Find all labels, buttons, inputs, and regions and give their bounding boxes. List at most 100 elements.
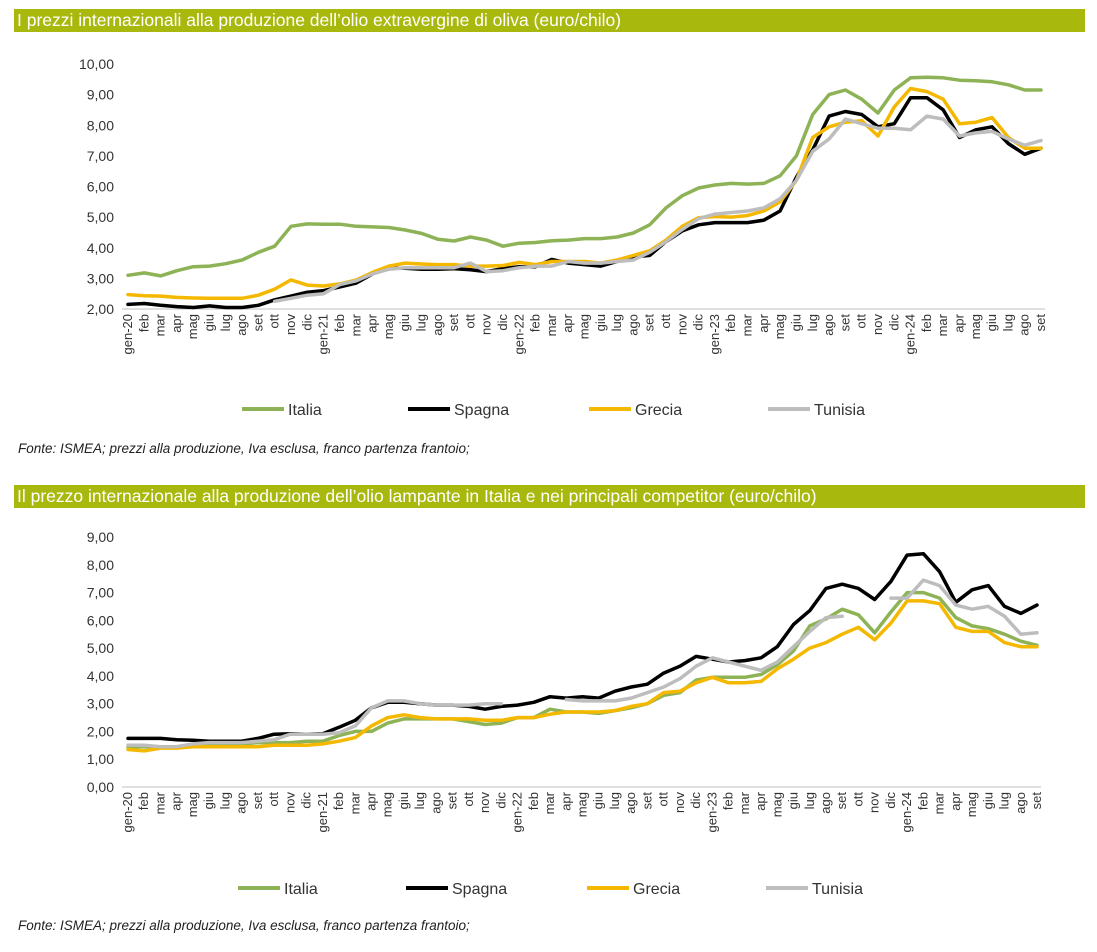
chart2-x-tick-label: nov (282, 792, 297, 813)
chart2-legend-label-tunisia: Tunisia (812, 881, 863, 898)
chart2-y-tick-label: 3,00 (87, 696, 114, 712)
chart1-x-tick-label: lug (805, 314, 820, 331)
chart1-x-tick-label: mag (577, 314, 592, 339)
chart2-y-tick-label: 5,00 (87, 640, 114, 656)
chart2-x-tick-label: ago (623, 792, 638, 814)
chart2-x-tick-label: lug (412, 792, 427, 809)
chart1-x-tick-label: giu (984, 314, 999, 331)
chart2-y-tick-label: 1,00 (87, 751, 114, 767)
chart2-x-tick-label: mag (185, 792, 200, 817)
chart2-series-tunisia (564, 614, 844, 703)
chart2-x-tick-label: apr (948, 791, 963, 810)
chart1-x-tick-label: ott (854, 314, 869, 329)
chart2-x-tick-label: ago (428, 792, 443, 814)
chart2-plot: 0,00 1,00 2,00 3,00 4,00 5,00 6,00 7,00 8,00 9,00… (87, 529, 1044, 898)
chart1-y-tick-label: 10,00 (79, 56, 114, 72)
chart2-legend-label-italia: Italia (284, 881, 318, 898)
chart2-x-tick-label: feb (136, 792, 151, 810)
chart2-x-tick-label: lug (217, 792, 232, 809)
chart2-x-tick-label: ott (656, 792, 671, 807)
chart1-x-tick-label: lug (1000, 314, 1015, 331)
chart1-y-tick-label: 6,00 (87, 179, 114, 195)
chart2-x-tick-label: apr (753, 791, 768, 810)
chart1-legend-label-spagna: Spagna (454, 402, 509, 419)
chart2-x-tick-label: gen-20 (120, 792, 135, 832)
chart2-x-tick-label: dic (883, 792, 898, 809)
chart2-y-tick-label: 4,00 (87, 668, 114, 684)
chart1-x-tick-label: mag (968, 314, 983, 339)
chart2-x-tick-label: ago (1013, 792, 1028, 814)
chart1-x-tick-label: dic (886, 314, 901, 331)
chart1-x-tick-label: giu (397, 314, 412, 331)
chart2-title: Il prezzo internazionale alla produzione… (14, 485, 1085, 508)
chart1-x-tick-label: feb (136, 314, 151, 332)
chart1-series-italia (126, 75, 1043, 278)
chart2-x-tick-label: mar (542, 791, 557, 814)
chart1-x-tick-label: mar (153, 313, 168, 336)
chart1-x-tick-label: apr (560, 313, 575, 332)
chart2-x-tick-label: giu (786, 792, 801, 809)
chart1-y-tick-label: 9,00 (87, 87, 114, 103)
chart1-y-tick-label: 8,00 (87, 117, 114, 133)
chart1-x-tick-label: apr (169, 313, 184, 332)
chart2-x-tick-label: lug (607, 792, 622, 809)
chart2-x-tick-label: feb (721, 792, 736, 810)
chart1-x-tick-label: giu (202, 314, 217, 331)
chart2-series-tunisia (889, 578, 1039, 636)
chart1-x-tick-label: apr (951, 313, 966, 332)
chart1-series-grecia (126, 86, 1043, 301)
chart1-series-tunisia (272, 114, 1043, 304)
chart2-y-tick-label: 8,00 (87, 557, 114, 573)
chart1-x-tick-label: dic (299, 314, 314, 331)
chart2-x-tick-label: dic (493, 792, 508, 809)
chart1-x-tick-label: ago (234, 314, 249, 336)
chart2-x-tick-label: set (1029, 792, 1044, 810)
chart1-x-tick-label: ago (625, 314, 640, 336)
chart2-x-tick-label: set (639, 792, 654, 810)
chart2-x-tick-label: giu (980, 792, 995, 809)
chart1-legend-label-grecia: Grecia (635, 402, 682, 419)
chart1-x-tick-label: gen-22 (511, 314, 526, 354)
chart1-x-tick-label: nov (870, 314, 885, 335)
chart1-x-tick-label: mar (348, 313, 363, 336)
chart1-x-tick-label: feb (528, 314, 543, 332)
chart2-x-tick-label: ago (234, 792, 249, 814)
chart2-x-tick-label: mag (380, 792, 395, 817)
chart1-x-tick-label: mar (740, 313, 755, 336)
chart1-x-tick-label: lug (218, 314, 233, 331)
chart2-x-tick-label: giu (201, 792, 216, 809)
chart1-x-tick-label: nov (674, 314, 689, 335)
chart2-series-spagna (126, 551, 1039, 743)
chart2-y-tick-label: 6,00 (87, 612, 114, 628)
chart2-x-tick-label: mag (575, 792, 590, 817)
chart1-x-tick-label: apr (365, 313, 380, 332)
chart2-x-tick-label: apr (363, 791, 378, 810)
chart1-x-tick-label: mar (935, 313, 950, 336)
chart2-x-tick-label: feb (915, 792, 930, 810)
chart2-legend-label-spagna: Spagna (452, 881, 507, 898)
chart2-x-tick-label: set (250, 792, 265, 810)
chart1-x-tick-label: ago (1017, 314, 1032, 336)
chart1-x-tick-label: lug (609, 314, 624, 331)
chart2-x-tick-label: gen-24 (899, 792, 914, 832)
chart2-x-tick-label: mar (347, 791, 362, 814)
chart1-y-tick-label: 2,00 (87, 301, 114, 317)
chart1-x-tick-label: feb (332, 314, 347, 332)
chart1-x-tick-label: feb (723, 314, 738, 332)
chart2-x-tick-label: lug (802, 792, 817, 809)
chart2-x-tick-label: ago (818, 792, 833, 814)
chart2-x-tick-label: gen-22 (510, 792, 525, 832)
chart1-x-tick-label: set (642, 314, 657, 332)
chart2-x-tick-label: mar (152, 791, 167, 814)
chart1-x-tick-label: dic (691, 314, 706, 331)
chart2-x-tick-label: set (834, 792, 849, 810)
chart2-x-tick-label: nov (672, 792, 687, 813)
chart1-title: I prezzi internazionali alla produzione … (14, 9, 1085, 32)
chart2-x-tick-label: lug (997, 792, 1012, 809)
chart1-x-tick-label: set (837, 314, 852, 332)
chart1-x-tick-label: gen-21 (316, 314, 331, 354)
chart1-y-tick-label: 3,00 (87, 270, 114, 286)
chart1-y-tick-label: 7,00 (87, 148, 114, 164)
chart2-x-tick-label: feb (331, 792, 346, 810)
chart1-x-tick-label: mag (772, 314, 787, 339)
